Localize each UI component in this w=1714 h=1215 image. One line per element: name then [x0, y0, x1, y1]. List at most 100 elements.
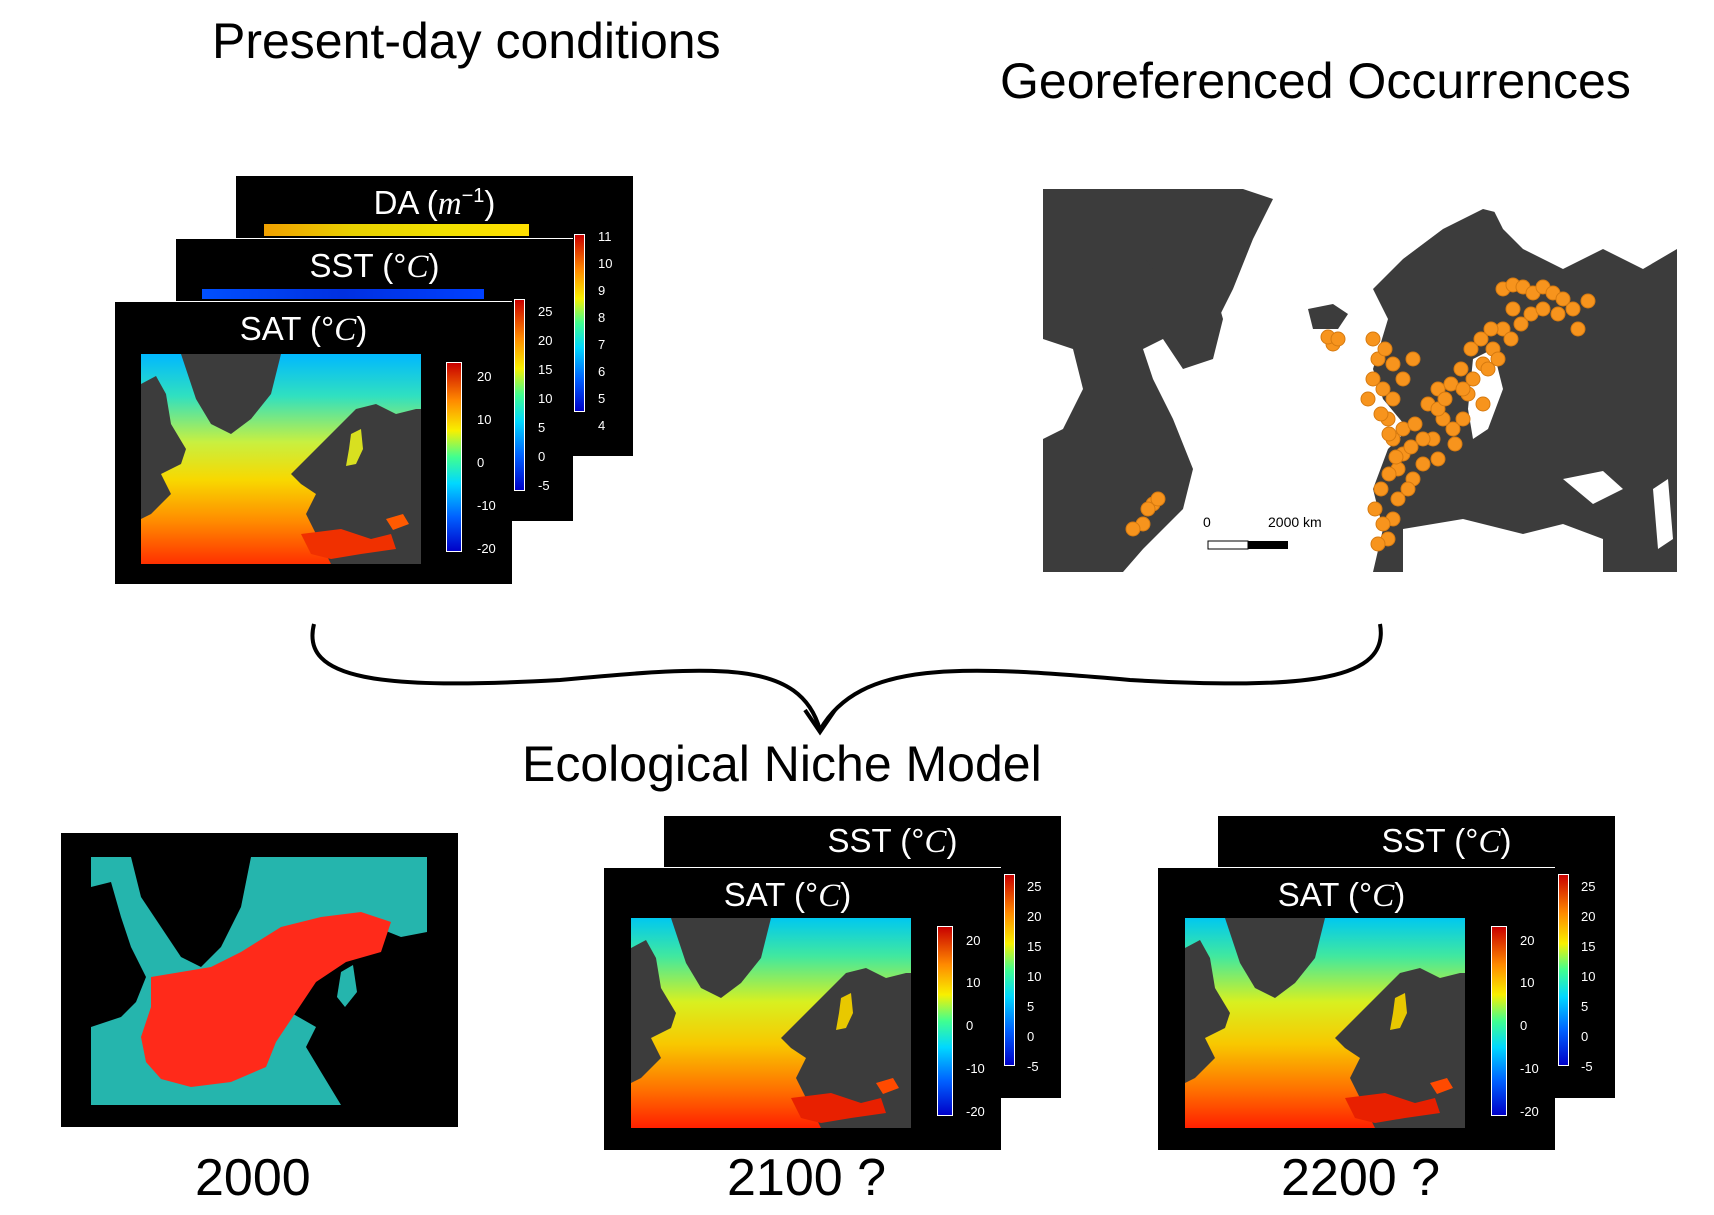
- sat-tick: 10: [477, 412, 492, 427]
- sat-tick: 0: [477, 455, 485, 470]
- sat-2100-title: SAT (°C): [574, 876, 1001, 915]
- sst-2200-tick: 5: [1581, 999, 1589, 1014]
- sst-2200-tick: 25: [1581, 879, 1596, 894]
- sst-2200-tick: 0: [1581, 1029, 1589, 1044]
- occurrence-point: [1405, 351, 1421, 367]
- da-tick: 5: [598, 391, 606, 406]
- occurrence-point: [1407, 416, 1423, 432]
- occurrence-point: [1455, 381, 1471, 397]
- scale-bar-black: [1248, 541, 1288, 549]
- occurrence-point: [1150, 491, 1166, 507]
- occurrence-point: [1447, 436, 1463, 452]
- occurrence-point: [1513, 316, 1529, 332]
- occurrence-point: [1473, 331, 1489, 347]
- occurrence-point: [1370, 536, 1386, 552]
- sat-2100-tick: 10: [966, 975, 981, 990]
- sat-title-close: ): [356, 310, 368, 347]
- occurrence-point: [1400, 481, 1416, 497]
- iceland: [1308, 304, 1348, 329]
- scale-bar-start: 0: [1203, 514, 1211, 530]
- sst-2200-tick: 20: [1581, 909, 1596, 924]
- scale-bar-end: 2000 km: [1268, 514, 1322, 530]
- sst-2100-tick: 0: [1027, 1029, 1035, 1044]
- north-america-land: [631, 940, 676, 1083]
- da-unit: m: [437, 186, 462, 222]
- occurrence-points: [1125, 277, 1596, 552]
- heading-ecological-niche-model: Ecological Niche Model: [522, 736, 1042, 792]
- sat-2200-title-text: SAT (°: [1277, 876, 1373, 913]
- da-tick: 6: [598, 364, 606, 379]
- occurrence-point: [1375, 516, 1391, 532]
- sat-2100-tick: 0: [966, 1018, 974, 1033]
- sat-2200-map: [1185, 918, 1465, 1128]
- occurrence-point: [1395, 371, 1411, 387]
- europe-land: [781, 968, 911, 1128]
- sat-2200-title: SAT (°C): [1128, 876, 1555, 915]
- sst-2100-title-close: ): [946, 822, 958, 859]
- occurrence-point: [1385, 356, 1401, 372]
- sat-2200-colorbar: [1491, 926, 1507, 1116]
- sst-2200-colorbar: [1558, 874, 1569, 1066]
- occurrence-point: [1403, 439, 1419, 455]
- sst-2100-title: SST (°C): [724, 822, 1061, 861]
- occurrence-point: [1385, 391, 1401, 407]
- da-tick: 10: [598, 256, 613, 271]
- brace-left: [310, 623, 822, 731]
- sst-tick: 10: [538, 391, 553, 406]
- heading-present-day: Present-day conditions: [212, 13, 721, 69]
- suitability-map: [91, 857, 427, 1105]
- sat-2100-title-text: SAT (°: [723, 876, 819, 913]
- occurrence-point: [1140, 501, 1156, 517]
- north-america-land: [1185, 940, 1230, 1083]
- sst-2100-colorbar: [1004, 874, 1015, 1066]
- occurrence-point: [1463, 341, 1479, 357]
- black-sea: [386, 514, 409, 530]
- occurrence-point: [1375, 381, 1391, 397]
- hudson-bay: [1043, 339, 1083, 439]
- sst-tick: -5: [538, 478, 550, 493]
- year-label-2000: 2000: [195, 1149, 311, 1207]
- occurrence-point: [1377, 341, 1393, 357]
- sat-2200-title-close: ): [1394, 876, 1406, 913]
- da-title-text: DA: [373, 184, 418, 221]
- sst-tick: 0: [538, 449, 546, 464]
- baltic-sea: [836, 993, 853, 1030]
- baltic-sea: [1390, 993, 1407, 1030]
- sat-tick: -20: [477, 541, 496, 556]
- atlantic-ocean: [1043, 189, 1603, 572]
- baltic-suitable: [337, 965, 357, 1007]
- occurrence-point: [1580, 293, 1596, 309]
- black-sea: [876, 1078, 899, 1094]
- sat-title-text: SAT (°: [239, 310, 335, 347]
- occurrence-point: [1415, 456, 1431, 472]
- occurrence-point: [1373, 406, 1389, 422]
- mediterranean: [1403, 519, 1603, 572]
- sat-tick: -10: [477, 498, 496, 513]
- panel-sat: SAT (°C) 20 10 0 -10 -20: [114, 301, 512, 584]
- sst-2200-tick: 10: [1581, 969, 1596, 984]
- da-map-strip: [264, 224, 529, 236]
- mediterranean-sea: [791, 1093, 886, 1123]
- occurrence-point: [1550, 306, 1566, 322]
- greenland: [1083, 189, 1273, 359]
- sat-2100-map: [631, 918, 911, 1128]
- sst-2100-tick: 15: [1027, 939, 1042, 954]
- panel-sat-title: SAT (°C): [95, 310, 512, 349]
- sst-tick: 20: [538, 333, 553, 348]
- sst-2100-tick: 20: [1027, 909, 1042, 924]
- sst-2200-unit: C: [1478, 824, 1501, 860]
- occurrence-point: [1437, 391, 1453, 407]
- sst-2100-tick: 25: [1027, 879, 1042, 894]
- sst-2200-tick: -5: [1581, 1059, 1593, 1074]
- da-tick: 4: [598, 418, 606, 433]
- panel-2100-sat: SAT (°C) 20 10 0 -10 -20: [603, 867, 1001, 1150]
- sat-2100-tick: -10: [966, 1061, 985, 1076]
- occurrence-point: [1503, 331, 1519, 347]
- occurrence-point: [1480, 361, 1496, 377]
- occurrence-point: [1445, 421, 1461, 437]
- black-sea: [1430, 1078, 1453, 1094]
- sst-map-strip: [202, 289, 484, 299]
- occurrence-point: [1430, 451, 1446, 467]
- occurrence-point: [1565, 301, 1581, 317]
- panel-2200-sat: SAT (°C) 20 10 0 -10 -20: [1157, 867, 1555, 1150]
